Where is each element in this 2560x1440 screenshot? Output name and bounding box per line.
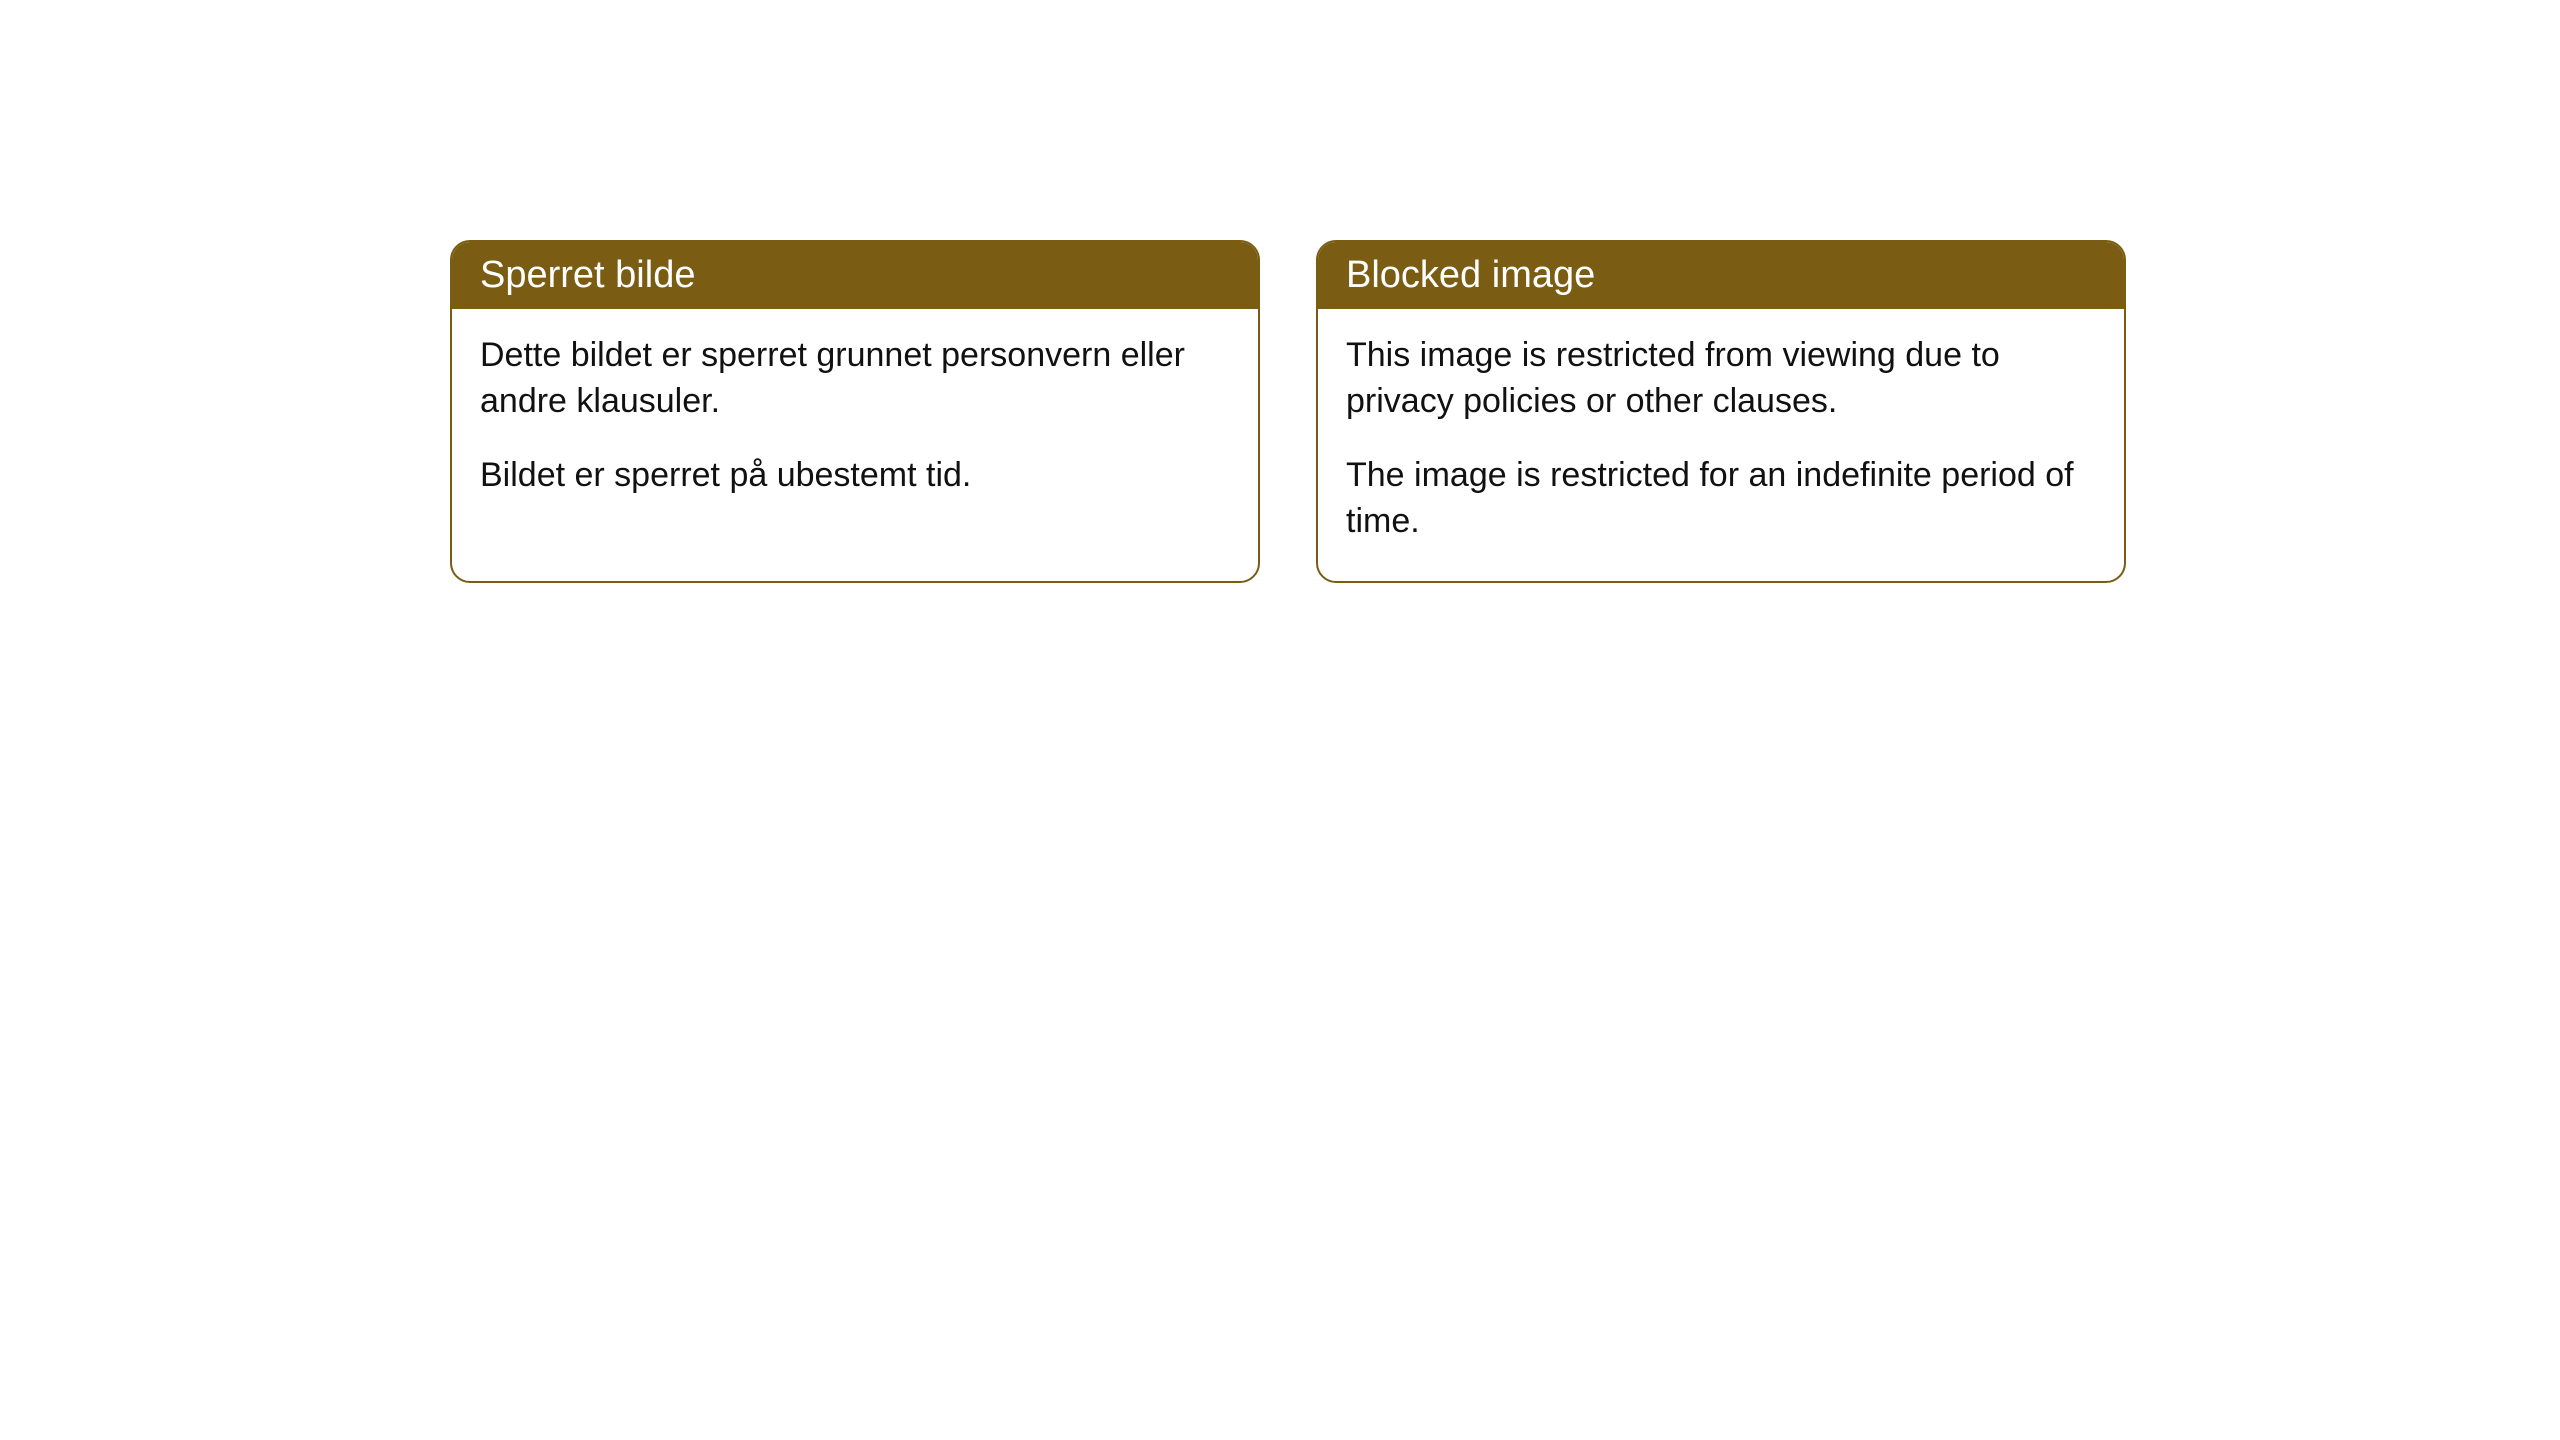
blocked-image-card-english: Blocked image This image is restricted f…: [1316, 240, 2126, 583]
card-paragraph-1-english: This image is restricted from viewing du…: [1346, 333, 2096, 425]
card-paragraph-1-norwegian: Dette bildet er sperret grunnet personve…: [480, 333, 1230, 425]
card-title-english: Blocked image: [1346, 254, 1595, 296]
card-header-english: Blocked image: [1318, 242, 2124, 309]
notice-cards-container: Sperret bilde Dette bildet er sperret gr…: [0, 0, 2560, 583]
blocked-image-card-norwegian: Sperret bilde Dette bildet er sperret gr…: [450, 240, 1260, 583]
card-paragraph-2-english: The image is restricted for an indefinit…: [1346, 453, 2096, 545]
card-title-norwegian: Sperret bilde: [480, 254, 695, 296]
card-body-norwegian: Dette bildet er sperret grunnet personve…: [452, 309, 1258, 535]
card-paragraph-2-norwegian: Bildet er sperret på ubestemt tid.: [480, 453, 1230, 499]
card-header-norwegian: Sperret bilde: [452, 242, 1258, 309]
card-body-english: This image is restricted from viewing du…: [1318, 309, 2124, 581]
